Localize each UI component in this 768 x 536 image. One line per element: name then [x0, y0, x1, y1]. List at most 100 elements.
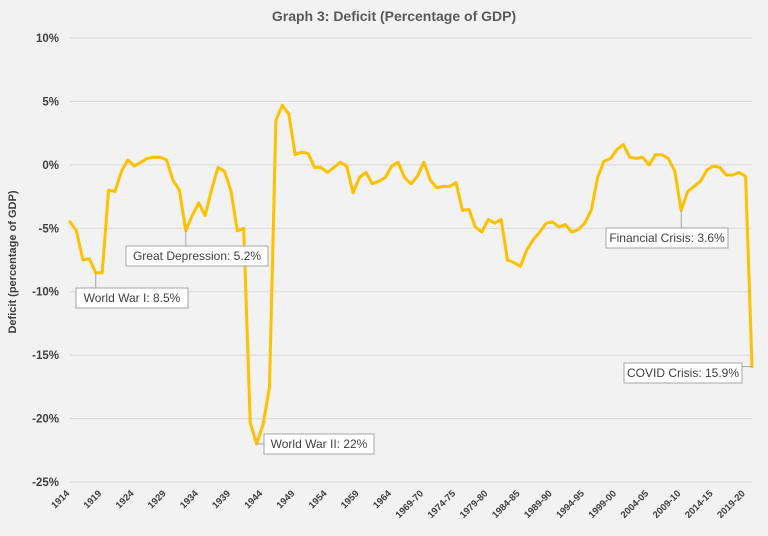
- data-point: [667, 157, 670, 160]
- data-point: [557, 226, 560, 229]
- annotation-label: Great Depression: 5.2%: [133, 249, 261, 263]
- data-point: [622, 143, 625, 146]
- x-axis-ticks: 1914 1919 1924 1929 1934 1939 1944 1949 1954 1959…: [49, 488, 747, 521]
- data-point: [738, 171, 741, 174]
- data-point: [744, 175, 747, 178]
- data-point: [204, 214, 207, 217]
- data-point: [216, 166, 219, 169]
- data-point: [171, 179, 174, 182]
- y-tick-label: -25%: [32, 477, 59, 489]
- data-point: [538, 231, 541, 234]
- data-point: [229, 189, 232, 192]
- data-point: [191, 214, 194, 217]
- data-point: [152, 156, 155, 159]
- data-point: [725, 174, 728, 177]
- data-point: [615, 148, 618, 151]
- x-tick-label: 1929: [146, 488, 169, 511]
- data-point: [577, 228, 580, 231]
- data-point: [635, 157, 638, 160]
- data-point: [223, 170, 226, 173]
- data-point: [268, 385, 271, 388]
- data-point: [287, 113, 290, 116]
- data-point: [718, 166, 721, 169]
- x-tick-label: 1954: [307, 488, 330, 511]
- data-point: [506, 259, 509, 261]
- data-point: [69, 220, 71, 223]
- data-point: [609, 157, 612, 160]
- data-point: [429, 179, 432, 182]
- data-point: [242, 227, 245, 230]
- data-point: [525, 248, 528, 251]
- x-tick-label: 2019-20: [715, 488, 747, 520]
- data-point: [628, 156, 631, 159]
- x-tick-label: 1979-80: [458, 488, 490, 520]
- data-point: [377, 180, 380, 183]
- chart-title: Graph 3: Deficit (Percentage of GDP): [272, 8, 516, 24]
- annotation-box: [125, 245, 269, 267]
- data-point: [236, 229, 239, 232]
- data-point: [570, 231, 573, 234]
- annotation-label: Financial Crisis: 3.6%: [609, 231, 725, 245]
- data-point: [455, 181, 458, 184]
- data-point: [390, 165, 393, 168]
- data-point: [139, 161, 142, 164]
- x-tick-label: 1924: [114, 488, 137, 511]
- y-tick-label: -20%: [32, 414, 59, 426]
- data-point: [448, 185, 451, 188]
- data-point: [416, 175, 419, 178]
- annotation-label: World War I: 8.5%: [84, 291, 181, 305]
- y-tick-label: -15%: [32, 350, 59, 362]
- annotation-box: [263, 433, 375, 455]
- data-point: [487, 218, 490, 221]
- x-tick-label: 2009-10: [651, 488, 683, 520]
- data-point: [512, 261, 515, 264]
- data-point: [371, 182, 374, 185]
- data-point: [133, 165, 136, 168]
- x-tick-label: 1989-90: [522, 488, 554, 520]
- data-point: [673, 170, 676, 173]
- data-point: [364, 171, 367, 174]
- data-point: [197, 201, 200, 204]
- x-tick-label: 1944: [242, 488, 265, 511]
- data-point: [654, 153, 657, 156]
- data-point: [88, 257, 91, 260]
- annotation-box: [605, 227, 729, 249]
- data-point: [705, 168, 708, 171]
- data-point: [397, 161, 400, 164]
- y-tick-label: 5%: [42, 96, 59, 108]
- annotation-box: [623, 362, 743, 384]
- x-tick-label: 1914: [49, 488, 72, 511]
- data-point: [326, 171, 329, 174]
- data-point: [410, 182, 412, 185]
- y-axis-label: Deficit (percentage of GDP): [7, 190, 19, 333]
- data-point: [294, 153, 297, 156]
- data-point: [403, 176, 406, 179]
- data-point: [358, 176, 361, 179]
- data-point: [178, 189, 181, 192]
- data-point: [313, 166, 316, 169]
- data-point: [596, 176, 599, 179]
- data-point: [480, 231, 483, 234]
- annotation-box: [75, 287, 189, 309]
- y-tick-label: -10%: [32, 287, 59, 299]
- data-point: [422, 161, 425, 164]
- x-tick-label: 1949: [275, 488, 298, 511]
- data-point: [712, 165, 715, 168]
- x-tick-label: 1974-75: [426, 488, 459, 521]
- x-tick-label: 1969-70: [394, 488, 426, 520]
- x-tick-label: 1934: [178, 488, 201, 511]
- data-point: [699, 180, 702, 183]
- data-point: [101, 271, 104, 274]
- data-point: [519, 265, 522, 268]
- data-point: [474, 226, 477, 229]
- annotation-label: COVID Crisis: 15.9%: [627, 366, 739, 380]
- data-point: [126, 158, 129, 161]
- data-point: [281, 104, 284, 107]
- data-point: [551, 220, 554, 223]
- x-tick-label: 2014-15: [683, 488, 716, 521]
- data-point: [467, 208, 470, 211]
- x-tick-label: 2004-05: [619, 488, 652, 521]
- data-point: [590, 209, 593, 212]
